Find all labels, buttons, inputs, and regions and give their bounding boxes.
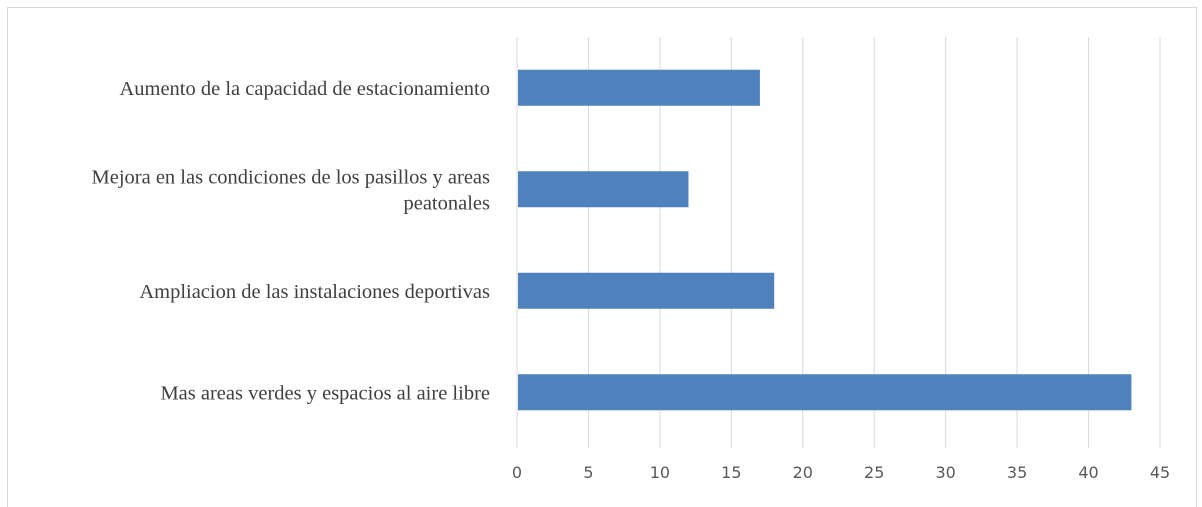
category-label: peatonales <box>403 192 490 214</box>
x-tick-label: 15 <box>721 463 741 482</box>
bar <box>518 69 760 106</box>
bar <box>518 171 689 208</box>
category-label: Mejora en las condiciones de los pasillo… <box>92 166 491 188</box>
x-tick-label: 45 <box>1150 463 1170 482</box>
chart-frame <box>7 7 1197 507</box>
x-tick-label: 5 <box>583 463 593 482</box>
x-tick-label: 30 <box>935 463 955 482</box>
x-tick-label: 10 <box>650 463 670 482</box>
bar <box>518 272 775 309</box>
category-label: Ampliacion de las instalaciones deportiv… <box>139 281 490 303</box>
x-tick-label: 20 <box>793 463 813 482</box>
bar <box>518 374 1132 411</box>
x-tick-label: 35 <box>1007 463 1027 482</box>
x-tick-label: 25 <box>864 463 884 482</box>
category-label: Aumento de la capacidad de estacionamien… <box>119 78 490 100</box>
x-tick-label: 40 <box>1078 463 1098 482</box>
category-label: Mas areas verdes y espacios al aire libr… <box>160 382 490 404</box>
x-tick-label: 0 <box>512 463 522 482</box>
